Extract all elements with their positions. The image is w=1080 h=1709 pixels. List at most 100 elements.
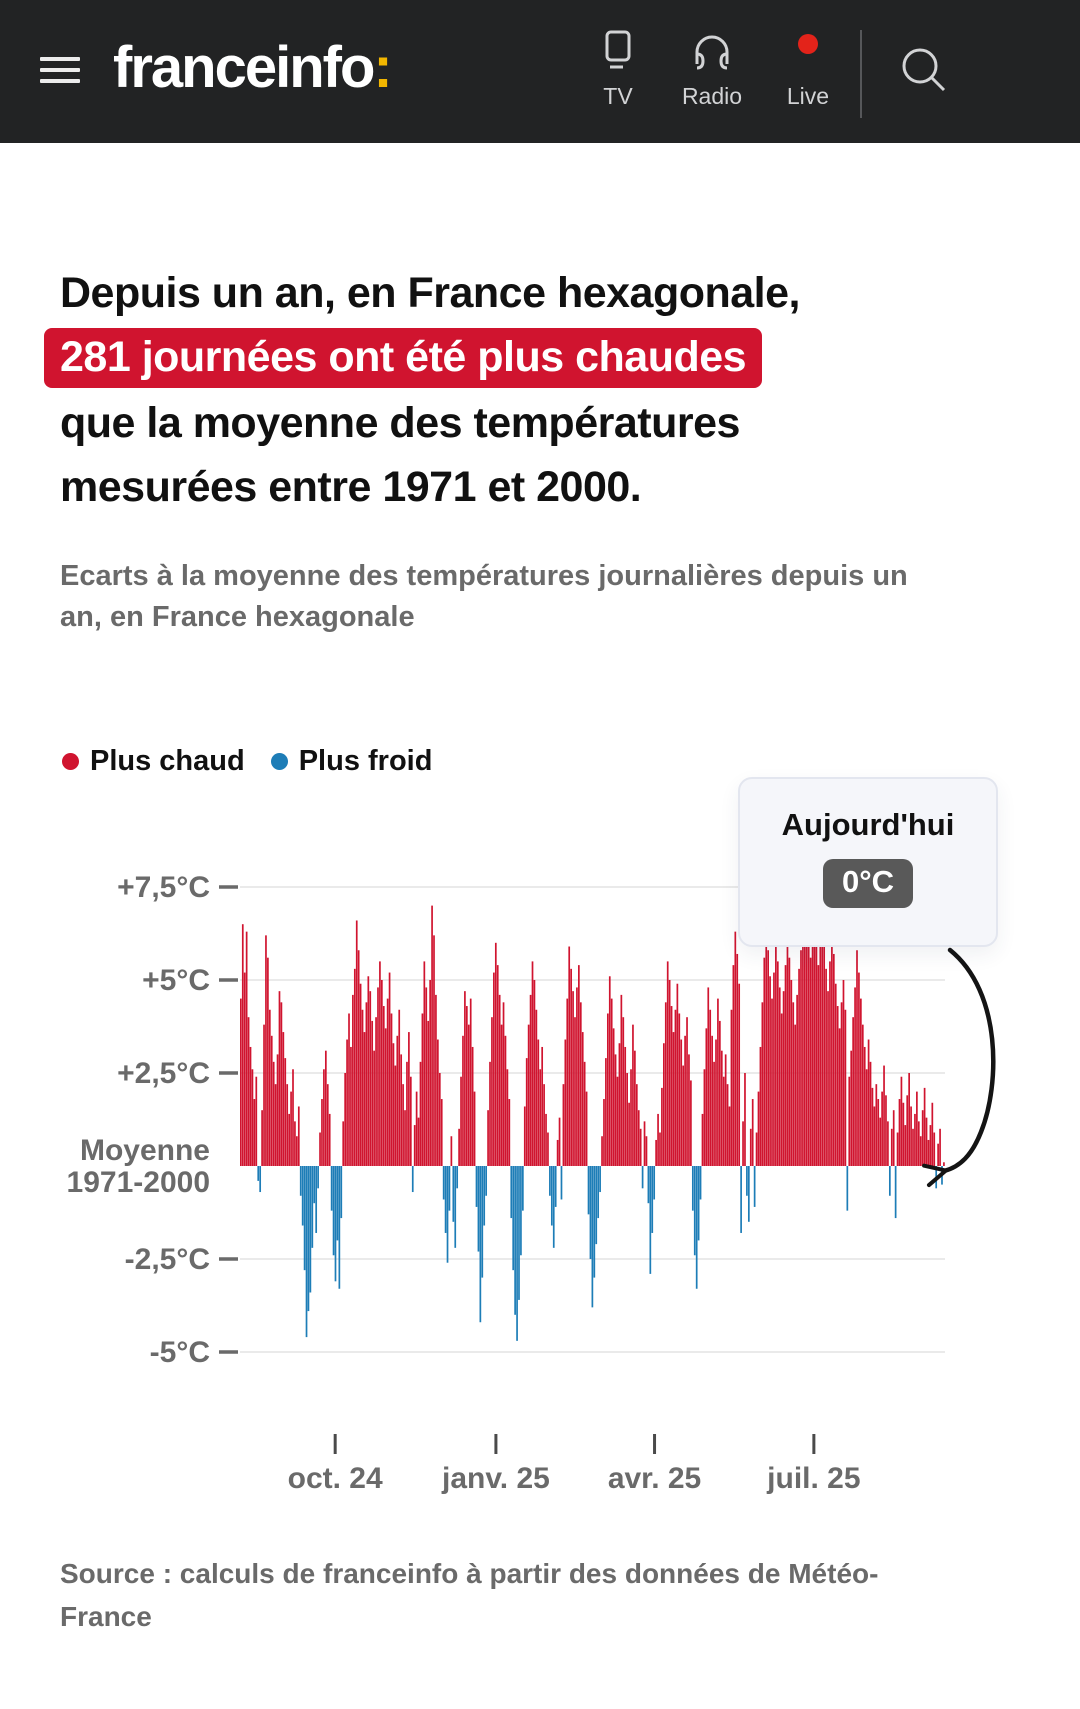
bar[interactable] [404, 1110, 406, 1166]
bar[interactable] [394, 1065, 397, 1166]
bar[interactable] [392, 1043, 395, 1166]
bar[interactable] [840, 1002, 843, 1166]
bar[interactable] [533, 980, 536, 1166]
bar[interactable] [406, 1061, 408, 1166]
bar[interactable] [597, 1166, 600, 1219]
bar[interactable] [865, 1069, 868, 1166]
bar[interactable] [556, 1139, 559, 1166]
bar[interactable] [330, 1166, 333, 1211]
bar[interactable] [603, 1099, 605, 1166]
bar[interactable] [902, 1102, 905, 1166]
bar[interactable] [493, 972, 495, 1166]
bar[interactable] [871, 1087, 874, 1166]
bar[interactable] [666, 961, 669, 1166]
bar[interactable] [323, 1069, 325, 1166]
bar[interactable] [518, 1166, 520, 1300]
bar[interactable] [890, 1128, 893, 1166]
bar[interactable] [465, 1006, 468, 1166]
bar[interactable] [641, 1166, 644, 1189]
bar[interactable] [663, 1043, 665, 1166]
bar[interactable] [908, 1073, 910, 1166]
bar[interactable] [943, 1162, 945, 1166]
bar[interactable] [935, 1166, 938, 1189]
bar[interactable] [838, 1028, 841, 1166]
bar[interactable] [489, 1061, 491, 1166]
bar[interactable] [259, 1166, 262, 1193]
bar[interactable] [858, 972, 860, 1166]
bar[interactable] [564, 1039, 567, 1166]
bar[interactable] [307, 1166, 310, 1312]
bar[interactable] [755, 1132, 758, 1166]
bar[interactable] [921, 1110, 924, 1166]
bar[interactable] [464, 991, 466, 1166]
bar[interactable] [373, 1050, 375, 1166]
bar[interactable] [746, 1166, 748, 1196]
bar[interactable] [618, 1043, 621, 1166]
bar[interactable] [676, 983, 679, 1166]
bar[interactable] [367, 976, 370, 1166]
bar[interactable] [386, 998, 389, 1166]
bar[interactable] [635, 1084, 638, 1166]
bar[interactable] [776, 961, 779, 1166]
bar[interactable] [861, 1024, 864, 1166]
bar[interactable] [589, 1166, 592, 1259]
bar[interactable] [309, 1166, 312, 1293]
bar[interactable] [834, 983, 837, 1166]
bar[interactable] [888, 1166, 891, 1196]
bar[interactable] [263, 1024, 265, 1166]
bar[interactable] [286, 1084, 289, 1166]
bar[interactable] [894, 1166, 897, 1219]
bar[interactable] [574, 1017, 576, 1166]
bar[interactable] [491, 1017, 493, 1166]
bar[interactable] [798, 968, 800, 1166]
bar[interactable] [844, 1009, 847, 1166]
bar[interactable] [634, 1050, 636, 1166]
bar[interactable] [261, 1110, 263, 1166]
bar[interactable] [332, 1166, 335, 1256]
bar[interactable] [543, 1084, 545, 1166]
bar[interactable] [647, 1166, 650, 1204]
bar[interactable] [578, 965, 580, 1166]
bar[interactable] [693, 1166, 696, 1256]
bar[interactable] [624, 1046, 627, 1166]
bar[interactable] [788, 957, 791, 1166]
bar[interactable] [931, 1102, 934, 1166]
bar[interactable] [502, 1002, 505, 1166]
bar[interactable] [429, 980, 431, 1166]
bar[interactable] [560, 1166, 563, 1200]
bar[interactable] [747, 1166, 750, 1222]
bar[interactable] [923, 1087, 926, 1166]
bar[interactable] [292, 1069, 294, 1166]
bar[interactable] [941, 1166, 943, 1185]
bar[interactable] [245, 931, 248, 1166]
bar[interactable] [504, 1035, 507, 1166]
bar[interactable] [442, 1166, 445, 1200]
bar[interactable] [382, 1006, 385, 1166]
bar[interactable] [643, 1121, 646, 1166]
bar[interactable] [328, 1113, 331, 1166]
bar[interactable] [265, 935, 267, 1166]
bar[interactable] [355, 920, 358, 1166]
bar[interactable] [585, 1091, 588, 1166]
bar[interactable] [906, 1095, 909, 1166]
bar[interactable] [610, 998, 613, 1166]
bar[interactable] [608, 976, 611, 1166]
bar[interactable] [411, 1166, 414, 1193]
bar[interactable] [512, 1166, 515, 1271]
bar[interactable] [290, 1091, 292, 1166]
bar[interactable] [296, 1136, 298, 1166]
bar[interactable] [479, 1166, 482, 1323]
bar[interactable] [506, 1069, 509, 1166]
bar[interactable] [657, 1113, 659, 1166]
bar[interactable] [409, 1076, 412, 1166]
bar[interactable] [417, 1117, 420, 1166]
bar[interactable] [257, 1166, 260, 1181]
bar[interactable] [829, 961, 831, 1166]
bar[interactable] [276, 1054, 279, 1166]
bar[interactable] [800, 950, 802, 1166]
search-button[interactable] [894, 40, 954, 100]
bar[interactable] [340, 1166, 343, 1219]
bar[interactable] [253, 1099, 256, 1166]
bar[interactable] [726, 1084, 729, 1166]
bar[interactable] [674, 1009, 677, 1166]
